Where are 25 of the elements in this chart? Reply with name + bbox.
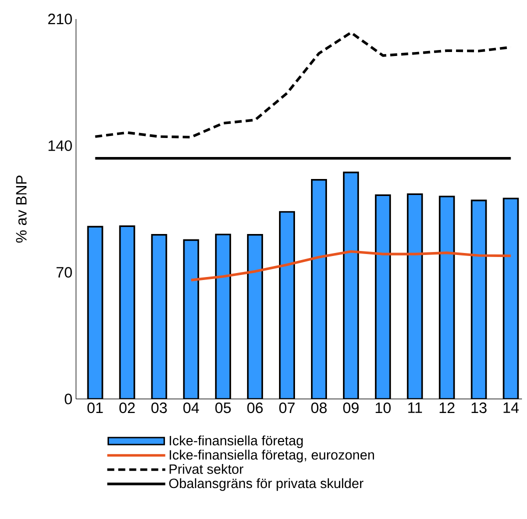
x-tick-label: 03 [151,402,167,414]
line-series [190,250,512,282]
x-tick-label: 10 [376,402,391,414]
x-tick-label: 01 [87,402,103,414]
x-tick-label: 02 [119,402,135,414]
y-tick-label: 210 [48,14,72,24]
legend-label: Icke-finansiella företag, eurozonen [170,450,374,462]
legend-label: Privat sektor [170,464,244,474]
x-tick-label: 06 [247,402,263,414]
y-axis-title: % av BNP [16,176,27,243]
y-tick-label: 140 [48,140,72,151]
legend-label: Obalansgräns för privata skulder [169,478,364,491]
line-series [94,31,512,138]
x-tick-label: 07 [279,402,295,414]
x-tick-label: 04 [183,402,200,414]
y-tick-label: 70 [56,267,72,278]
x-tick-label: 05 [215,402,231,414]
x-tick-label: 09 [343,402,359,414]
legend-label: Icke-finansiella företag [170,435,303,448]
x-tick-label: 08 [311,402,327,414]
x-tick-label: 14 [504,402,519,413]
x-tick-label: 11 [408,402,422,413]
x-tick-label: 13 [472,402,487,414]
y-tick-label: 0 [64,394,72,404]
x-tick-label: 12 [440,402,454,413]
